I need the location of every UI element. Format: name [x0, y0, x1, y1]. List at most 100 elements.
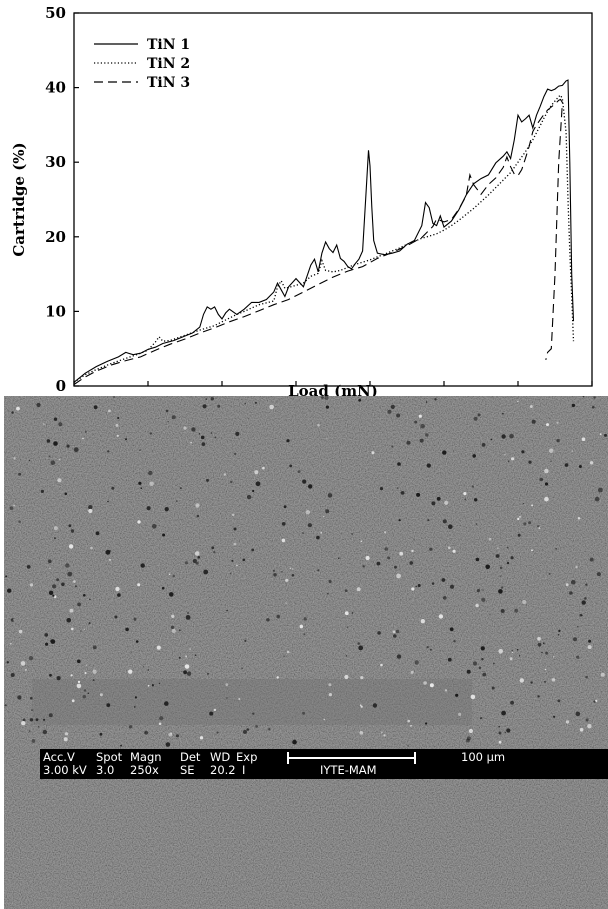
sem-speck — [283, 505, 287, 509]
sem-speck — [117, 417, 120, 419]
sem-speck — [450, 584, 454, 589]
sem-speck — [76, 683, 82, 689]
sem-speck — [488, 537, 492, 541]
sem-speck — [511, 457, 515, 461]
sem-speck — [146, 506, 151, 511]
sem-speck — [476, 589, 480, 593]
sem-speck — [596, 572, 601, 577]
sem-speck — [475, 523, 478, 525]
sem-speck — [169, 592, 174, 597]
sem-speck — [6, 661, 9, 664]
sem-speck — [114, 615, 118, 619]
sem-speck — [490, 438, 493, 441]
sem-speck — [509, 657, 513, 661]
sem-speck — [106, 703, 111, 707]
sem-speck — [120, 744, 122, 747]
sem-speck — [501, 710, 506, 716]
sem-speck — [184, 561, 188, 565]
scale-label: 100 µm — [461, 750, 506, 764]
sem-speck — [48, 559, 52, 564]
sem-speck — [16, 406, 20, 411]
sem-speck — [592, 405, 595, 409]
x-axis-label: Load (mN) — [288, 382, 378, 396]
sem-speck — [589, 557, 594, 562]
sem-speck — [108, 409, 111, 413]
sem-speck — [327, 493, 333, 498]
sem-speck — [577, 626, 579, 628]
sem-speck — [328, 579, 332, 584]
sem-speck — [31, 709, 33, 711]
sem-speck — [185, 615, 191, 620]
sem-speck — [42, 729, 47, 735]
sem-speck — [429, 648, 432, 651]
sem-speck — [419, 438, 424, 443]
sem-speck — [317, 569, 320, 572]
sem-speck — [328, 693, 332, 697]
sem-speck — [164, 507, 169, 512]
sem-speck — [599, 433, 602, 436]
sem-speck — [165, 742, 171, 747]
sem-speck — [68, 544, 74, 549]
sem-speck — [82, 695, 87, 699]
sem-speck — [303, 617, 307, 621]
sem-speck — [9, 506, 14, 510]
sem-speck — [179, 487, 182, 490]
sem-speck — [26, 565, 31, 569]
sem-speck — [481, 443, 486, 447]
sem-speck — [549, 448, 554, 453]
sem-speck — [134, 696, 137, 699]
sem-speck — [434, 398, 437, 401]
sem-speck — [254, 470, 259, 475]
sem-speck — [529, 405, 533, 408]
sem-speck — [502, 412, 504, 415]
spot-label: Spot — [96, 750, 123, 764]
y-axis-label: Cartridge (%) — [10, 142, 28, 256]
sem-speck — [396, 413, 401, 418]
sem-speck — [236, 564, 238, 567]
sem-speck — [5, 575, 8, 578]
sem-speck — [444, 689, 448, 692]
sem-speck — [516, 649, 519, 651]
sem-speck — [99, 732, 103, 736]
sem-speck — [581, 437, 586, 441]
sem-speck — [115, 423, 119, 427]
sem-speck — [207, 673, 209, 675]
sem-speck — [427, 519, 430, 522]
sem-speck — [317, 424, 320, 427]
series-line-3 — [73, 98, 563, 385]
sem-speck — [90, 546, 93, 550]
sem-speck — [99, 693, 103, 697]
sem-speck — [544, 468, 549, 474]
sem-speck — [344, 674, 349, 680]
sem-speck — [410, 724, 412, 727]
sem-speck — [413, 539, 415, 541]
sem-speck — [134, 706, 136, 708]
sem-speck — [231, 513, 235, 517]
sem-speck — [521, 450, 525, 454]
sem-speck — [83, 628, 85, 630]
sem-speck — [192, 558, 197, 564]
sem-speck — [187, 612, 189, 614]
sem-speck — [10, 673, 15, 677]
sem-speck — [159, 716, 164, 721]
x-tick-label: 60 — [286, 393, 307, 396]
sem-speck — [28, 656, 34, 661]
sem-speck — [25, 669, 27, 671]
sem-speck — [165, 409, 169, 413]
sem-speck — [61, 582, 65, 587]
sem-speck — [351, 533, 353, 535]
sem-speck — [299, 624, 304, 629]
sem-speck — [417, 584, 421, 587]
sem-speck — [92, 669, 97, 674]
sem-speck — [88, 508, 93, 514]
sem-speck — [46, 439, 51, 443]
sem-speck — [286, 650, 290, 654]
sem-speck — [316, 535, 320, 540]
sem-speck — [54, 537, 56, 540]
sem-speck — [84, 671, 87, 675]
sem-speck — [48, 455, 51, 458]
sem-speck — [541, 651, 543, 654]
sem-speck — [273, 573, 277, 577]
sem-speck — [537, 695, 540, 698]
